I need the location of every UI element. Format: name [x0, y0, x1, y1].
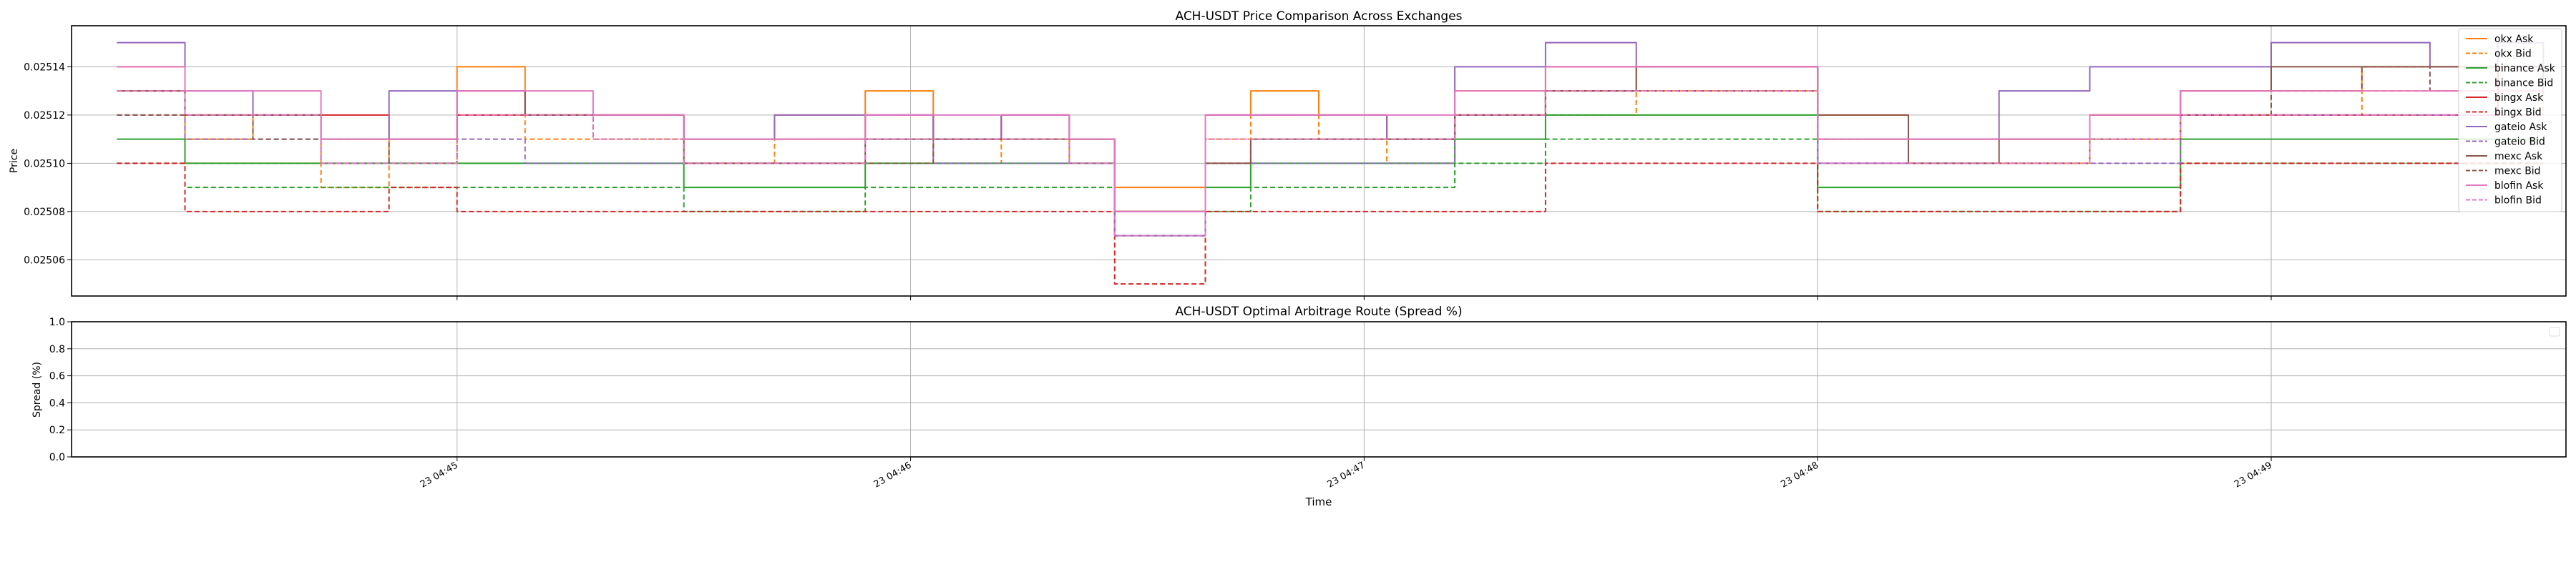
legend-label-gateio-bid: gateio Bid: [2494, 137, 2545, 148]
legend-label-okx-bid: okx Bid: [2494, 49, 2532, 60]
series-binance-bid: [117, 138, 2544, 237]
spread-y-tick-label: 0.6: [49, 371, 65, 383]
spread-chart-y-ticks: 0.0 0.2 0.4 0.6 0.8 1.0: [49, 317, 72, 463]
series-blofin-bid: [117, 90, 2544, 237]
price-y-tick-label: 0.02506: [24, 255, 65, 266]
price-chart-ylabel: Price: [9, 149, 20, 173]
legend-label-gateio-ask: gateio Ask: [2494, 122, 2547, 133]
spread-chart-xlabel: Time: [1305, 495, 1332, 508]
spread-chart-ylabel: Spread (%): [31, 362, 43, 418]
legend-label-blofin-bid: blofin Bid: [2494, 195, 2542, 207]
legend-label-binance-bid: binance Bid: [2494, 78, 2553, 89]
spread-y-tick-label: 1.0: [49, 317, 65, 328]
series-blofin-ask: [117, 66, 2544, 212]
price-chart-series: [117, 41, 2545, 285]
price-y-tick-label: 0.02514: [24, 61, 65, 73]
legend-label-mexc-ask: mexc Ask: [2494, 151, 2543, 162]
spread-y-tick-label: 0.4: [49, 398, 65, 409]
price-y-tick-label: 0.02508: [24, 207, 65, 218]
price-chart-legend: okx Ask okx Bid binance Ask binance Bid bing…: [2458, 28, 2562, 212]
price-chart-title: ACH-USDT Price Comparison Across Exchang…: [1175, 9, 1462, 24]
legend-label-binance-ask: binance Ask: [2494, 63, 2556, 74]
price-y-tick-label: 0.02510: [24, 158, 65, 169]
spread-chart-title: ACH-USDT Optimal Arbitrage Route (Spread…: [1175, 305, 1462, 319]
legend-label-okx-ask: okx Ask: [2494, 34, 2534, 45]
legend-label-bingx-ask: bingx Ask: [2494, 92, 2544, 104]
legend-box: [2458, 28, 2562, 212]
price-chart-y-ticks: 0.02506 0.02508 0.02510 0.02512 0.02514: [24, 61, 72, 266]
price-chart-frame: [71, 25, 2567, 297]
spread-y-tick-label: 0.0: [49, 452, 65, 463]
legend-label-bingx-bid: bingx Bid: [2494, 107, 2542, 119]
spread-y-tick-label: 0.2: [49, 425, 65, 436]
price-y-tick-label: 0.02512: [24, 110, 65, 122]
legend-label-mexc-bid: mexc Bid: [2494, 166, 2541, 177]
series-bingx-bid: [117, 162, 2544, 285]
spread-chart-frame: [71, 321, 2567, 458]
spread-chart-empty-legend: [2549, 327, 2560, 337]
spread-y-tick-label: 0.8: [49, 344, 65, 355]
legend-label-blofin-ask: blofin Ask: [2494, 180, 2544, 192]
